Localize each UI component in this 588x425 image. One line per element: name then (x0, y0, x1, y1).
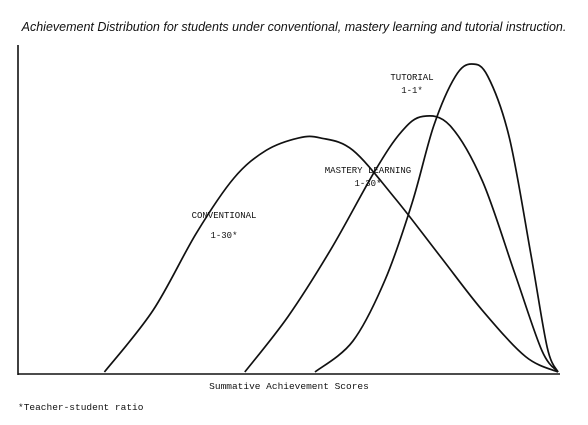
series-layer (103, 63, 559, 373)
chart-title: Achievement Distribution for students un… (21, 20, 567, 34)
label-layer: CONVENTIONAL 1-30* MASTERY LEARNING 1-30* TU… (192, 73, 434, 241)
series-curve-conventional (103, 135, 559, 373)
series-label-conventional-line-1: CONVENTIONAL (192, 211, 257, 221)
series-label-mastery-learning-line-2: 1-30* (354, 179, 381, 189)
series-label-tutorial-line-1: TUTORIAL (390, 73, 433, 83)
series-label-tutorial-line-2: 1-1* (401, 86, 423, 96)
series-label-mastery-learning-line-1: MASTERY LEARNING (325, 166, 411, 176)
series-curve-mastery-learning (244, 115, 559, 373)
series-curve-tutorial (314, 63, 559, 373)
x-axis-label: Summative Achievement Scores (209, 381, 369, 392)
footnote: *Teacher-student ratio (18, 402, 144, 413)
series-label-conventional-line-2: 1-30* (210, 231, 237, 241)
